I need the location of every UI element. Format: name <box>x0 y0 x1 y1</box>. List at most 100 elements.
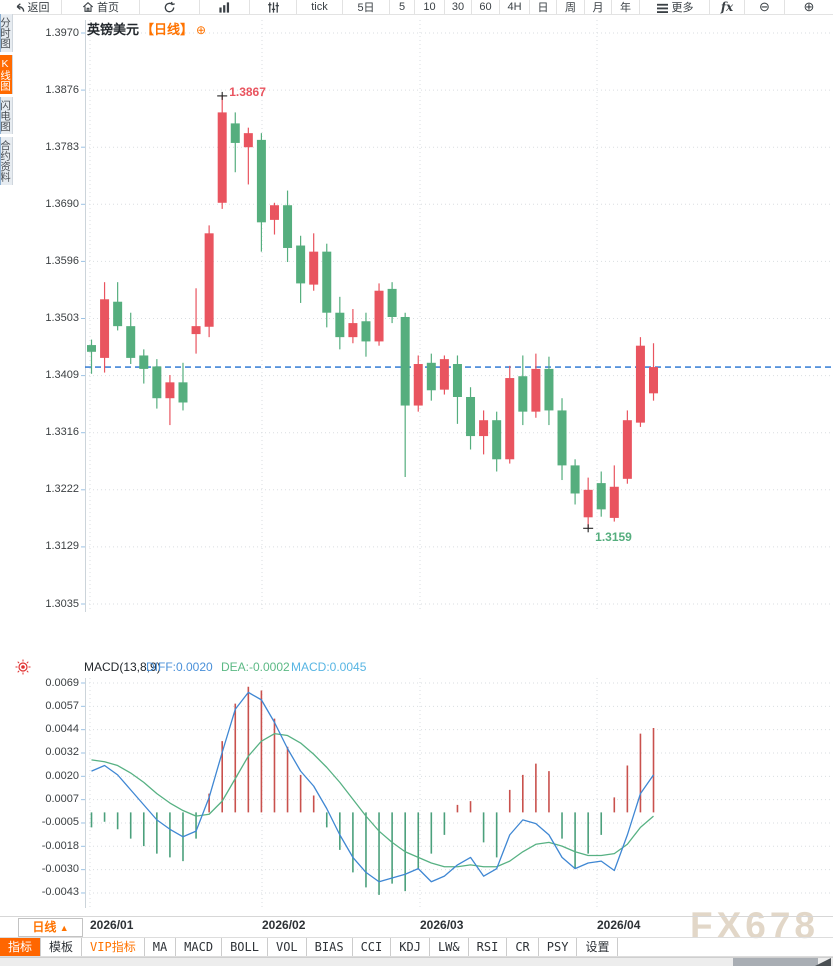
indicator-tab-bias[interactable]: BIAS <box>307 938 353 956</box>
toolbar-5m-button[interactable]: 5 <box>390 0 415 14</box>
sidebar-item-heyue[interactable]: 合约资料 <box>0 137 13 185</box>
indicator-tab-kdj[interactable]: KDJ <box>391 938 430 956</box>
scrollbar-arrow-icon[interactable] <box>815 958 831 966</box>
sidebar-item-kline[interactable]: K线图 <box>0 54 13 94</box>
toolbar-zoom-out-button[interactable]: ⊖ <box>745 0 785 14</box>
horizontal-scrollbar-track[interactable] <box>0 957 833 966</box>
indicator-tab-rsi[interactable]: RSI <box>469 938 508 956</box>
x-axis-label: 2026/02 <box>262 918 306 932</box>
indicator-tab-vip[interactable]: VIP指标 <box>82 938 145 956</box>
price-axis-label: 1.3222 <box>45 483 79 496</box>
indicator-tabbar: 指标 模板 VIP指标 MA MACD BOLL VOL BIAS CCI KDJ LW& RSI CR… <box>0 937 833 957</box>
sidebar-item-fenshi[interactable]: 分时图 <box>0 14 13 52</box>
toolbar-30m-label: 30 <box>451 1 465 13</box>
toolbar-30m-button[interactable]: 30 <box>445 0 472 14</box>
home-icon <box>82 1 94 13</box>
indicator-tab-shezhi[interactable]: 设置 <box>577 938 619 956</box>
toolbar-tick-label: tick <box>311 1 328 13</box>
toolbar-more-button[interactable]: 更多 <box>640 0 710 14</box>
price-axis-label: 1.3596 <box>45 254 79 267</box>
refresh-icon <box>163 1 176 14</box>
toolbar-more-label: 更多 <box>671 2 694 14</box>
indicator-tab-zhibiao[interactable]: 指标 <box>0 938 42 956</box>
toolbar-zoom-out-label: ⊖ <box>759 0 770 14</box>
toolbar-indicator-settings-button[interactable] <box>250 0 297 14</box>
indicator-tab-macd[interactable]: MACD <box>176 938 223 956</box>
add-compare-icon[interactable]: ⊕ <box>196 23 207 37</box>
back-arrow-icon <box>12 1 25 14</box>
toolbar-fx-tools-button[interactable]: fx <box>710 0 745 14</box>
macd-axis-label: 0.0007 <box>45 793 79 806</box>
toolbar-5m-label: 5 <box>398 1 406 13</box>
toolbar-60m-button[interactable]: 60 <box>472 0 500 14</box>
toolbar-chart-type-button[interactable] <box>200 0 250 14</box>
macd-axis-label: -0.0030 <box>41 863 79 876</box>
macd-axis-label: 0.0057 <box>45 699 79 712</box>
macd-axis-label: 0.0032 <box>45 746 79 759</box>
x-axis-row <box>0 916 833 938</box>
toolbar-year-button[interactable]: 年 <box>612 0 640 14</box>
candlestick-chart-area[interactable] <box>85 20 833 612</box>
toolbar-fx-tools-label: fx <box>720 0 734 14</box>
toolbar-5d-button[interactable]: 5日 <box>343 0 390 14</box>
macd-axis-label: -0.0043 <box>41 886 79 899</box>
macd-diff-value: DIFF:0.0020 <box>146 660 213 674</box>
toolbar-day-button[interactable]: 日 <box>530 0 557 14</box>
indicator-tab-lw[interactable]: LW& <box>430 938 469 956</box>
price-axis-label: 1.3783 <box>45 140 79 153</box>
toolbar-home-button[interactable]: 首页 <box>62 0 140 14</box>
toolbar-4h-button[interactable]: 4H <box>500 0 530 14</box>
indicator-tab-cci[interactable]: CCI <box>353 938 392 956</box>
symbol-name: 英镑美元 <box>87 22 140 37</box>
x-axis-label: 2026/01 <box>90 918 134 932</box>
toolbar-tick-button[interactable]: tick <box>297 0 343 14</box>
toolbar-week-button[interactable]: 周 <box>557 0 585 14</box>
macd-axis-label: 0.0020 <box>45 769 79 782</box>
chart-bars-icon <box>218 1 231 14</box>
macd-axis-label: 0.0069 <box>45 676 79 689</box>
macd-hist-value: MACD:0.0045 <box>291 660 367 674</box>
macd-chart-area[interactable] <box>85 678 833 908</box>
indicator-tab-vol[interactable]: VOL <box>268 938 307 956</box>
sliders-icon <box>267 1 280 14</box>
toolbar-60m-label: 60 <box>479 1 492 13</box>
toolbar-refresh-button[interactable] <box>140 0 200 14</box>
sidebar-item-shandian[interactable]: 闪电图 <box>0 96 13 134</box>
top-toolbar: 返回 首页 tick 5日 5 10 30 60 4H 日 周 月 年 更多 fx ⊖ ⊕ <box>0 0 833 15</box>
low-price-annotation: 1.3159 <box>595 530 632 545</box>
horizontal-scrollbar-thumb[interactable] <box>733 958 818 966</box>
indicator-tab-boll[interactable]: BOLL <box>222 938 268 956</box>
indicator-tab-moban[interactable]: 模板 <box>41 938 83 956</box>
toolbar-4h-label: 4H <box>507 1 522 13</box>
price-axis-label: 1.3876 <box>45 83 79 96</box>
period-selector-label: 日线 <box>32 920 57 934</box>
price-axis-label: 1.3409 <box>45 369 79 382</box>
price-axis-label: 1.3035 <box>45 597 79 610</box>
indicator-tab-ma[interactable]: MA <box>145 938 177 956</box>
toolbar-month-label: 月 <box>592 2 604 14</box>
toolbar-home-label: 首页 <box>97 2 119 14</box>
toolbar-5d-label: 5日 <box>357 2 375 14</box>
live-indicator-icon <box>15 659 31 675</box>
chart-title: 英镑美元 【日线】 ⊕ <box>87 19 206 38</box>
macd-axis-label: -0.0005 <box>41 816 79 829</box>
price-axis-label: 1.3690 <box>45 197 79 210</box>
indicator-tab-psy[interactable]: PSY <box>539 938 578 956</box>
macd-axis-label: -0.0018 <box>41 839 79 852</box>
macd-indicator-title: MACD(13,8,9) <box>84 660 161 674</box>
period-selector[interactable]: 日线 ▲ <box>18 918 83 937</box>
toolbar-day-label: 日 <box>537 2 549 14</box>
toolbar-week-label: 周 <box>565 2 576 14</box>
toolbar-back-label: 返回 <box>27 2 50 14</box>
toolbar-back-button[interactable]: 返回 <box>0 0 62 14</box>
toolbar-zoom-in-button[interactable]: ⊕ <box>785 0 833 14</box>
indicator-tab-cr[interactable]: CR <box>507 938 539 956</box>
toolbar-10m-button[interactable]: 10 <box>415 0 445 14</box>
toolbar-month-button[interactable]: 月 <box>585 0 612 14</box>
menu-icon <box>656 2 669 13</box>
toolbar-zoom-in-label: ⊕ <box>803 0 815 14</box>
chart-type-sidebar: 分时图 K线图闪电图合约资料 <box>0 14 14 188</box>
high-price-annotation: 1.3867 <box>229 84 266 99</box>
price-axis-label: 1.3970 <box>45 26 79 39</box>
